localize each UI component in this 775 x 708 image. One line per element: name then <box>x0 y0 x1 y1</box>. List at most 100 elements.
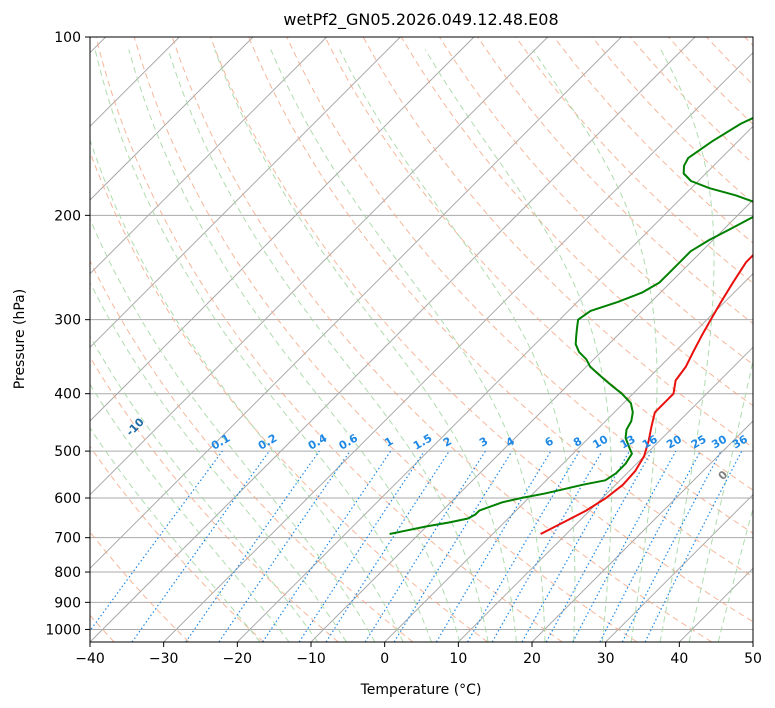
temperature-profile-line <box>540 253 753 535</box>
moist-adiabat-line <box>90 281 347 642</box>
dry-adiabat-line <box>133 37 638 642</box>
dry-adiabat-line <box>210 37 753 623</box>
mixing-ratio-line <box>185 450 320 642</box>
moist-adiabat-line <box>270 49 546 642</box>
x-tick-label: 10 <box>449 651 467 667</box>
isotherm-line <box>531 420 753 642</box>
dry-adiabat-line <box>248 37 753 578</box>
x-tick-label: 40 <box>670 651 688 667</box>
mixing-ratio-label: 10 <box>591 432 611 451</box>
y-tick-label: 400 <box>54 387 81 403</box>
mixing-ratio-line <box>131 450 270 642</box>
mixing-ratio-label: 16 <box>640 432 660 451</box>
x-tick-label: −40 <box>75 651 105 667</box>
moist-adiabat-line <box>90 138 404 642</box>
dry-adiabat-label: -10 <box>124 415 147 438</box>
isotherm-line <box>310 199 753 642</box>
mixing-ratio-line <box>364 450 486 642</box>
y-tick-label: 900 <box>54 595 81 611</box>
moist-adiabat-line <box>659 49 715 642</box>
isotherm-line <box>90 37 549 496</box>
moist-adiabat-line <box>339 49 576 642</box>
isotherm-line <box>384 272 753 642</box>
moist-adiabat-line <box>532 49 658 642</box>
mixing-ratio-line <box>545 450 653 642</box>
y-axis: 100 200 300 400 500 600 700 800 900 1000 <box>45 30 90 638</box>
chart-title: wetPf2_GN05.2026.049.12.48.E08 <box>283 10 558 30</box>
mixing-ratio-label: 6 <box>543 434 556 449</box>
y-tick-label: 100 <box>54 30 81 46</box>
isotherm-line <box>90 37 475 422</box>
y-axis-label: Pressure (hPa) <box>12 289 28 389</box>
isotherm-line <box>457 346 753 642</box>
dry-adiabat-line <box>90 150 488 642</box>
x-axis: −40 −30 −20 −10 0 10 20 30 40 50 <box>75 642 762 667</box>
y-tick-label: 200 <box>54 208 81 224</box>
moist-adiabat-line <box>167 49 489 642</box>
mixing-ratio-line <box>599 450 702 642</box>
line-annotations: 0.10.20.40.611.52346810131620253036-100-… <box>124 415 775 510</box>
mixing-ratio-line <box>393 450 513 642</box>
x-axis-label: Temperature (°C) <box>360 682 482 698</box>
x-tick-label: −30 <box>149 651 179 667</box>
mixing-ratio-label: 8 <box>571 435 584 450</box>
mixing-ratio-label: 1.5 <box>411 432 434 453</box>
mixing-ratio-label: 30 <box>709 432 729 451</box>
dry-adiabat-line <box>171 37 712 642</box>
y-tick-label: 300 <box>54 313 81 329</box>
dry-adiabat-line <box>90 445 264 642</box>
moist-adiabat-label: 10 <box>762 490 775 510</box>
dry-adiabat-line <box>515 37 753 284</box>
mixing-ratio-label: 13 <box>618 433 638 452</box>
isotherm-line <box>90 37 328 275</box>
mixing-ratio-line <box>325 450 450 642</box>
moist-adiabat-label: 0 <box>716 468 731 483</box>
dry-adiabat-line <box>477 37 753 325</box>
moist-adiabat-line <box>90 335 319 642</box>
moist-adiabat-line <box>90 427 261 642</box>
moist-adiabat-line <box>90 383 290 642</box>
isotherm-line <box>90 37 622 570</box>
isotherm-line <box>236 125 753 642</box>
background-lines <box>90 37 753 642</box>
moist-adiabat-line <box>717 506 753 642</box>
mixing-ratio-line <box>262 450 392 642</box>
isotherm-line <box>678 567 753 642</box>
isotherm-line <box>752 641 753 642</box>
dry-adiabat-line <box>591 37 753 204</box>
dry-adiabat-line <box>324 37 753 491</box>
moist-adiabat-line <box>94 49 432 642</box>
mixing-ratio-label: 25 <box>689 433 709 452</box>
mixing-ratio-label: 1 <box>382 435 395 450</box>
dry-adiabat-line <box>744 37 753 47</box>
dewpoint-profile-line <box>389 116 753 535</box>
profile-series <box>389 116 753 535</box>
isotherm-line <box>90 37 401 349</box>
mixing-ratio-label: 3 <box>477 435 490 450</box>
mixing-ratio-line <box>521 450 631 642</box>
isotherm-line <box>90 37 254 201</box>
x-tick-label: −10 <box>296 651 326 667</box>
x-tick-label: 30 <box>597 651 615 667</box>
moist-adiabat-line <box>128 49 461 642</box>
x-tick-label: 20 <box>523 651 541 667</box>
mixing-ratio-label: 20 <box>664 432 684 451</box>
mixing-ratio-label: 0.4 <box>306 431 330 452</box>
dry-adiabat-line <box>706 37 753 86</box>
mixing-ratio-line <box>435 450 552 642</box>
dry-adiabat-line <box>286 37 753 534</box>
mixing-ratio-line <box>572 450 677 642</box>
y-tick-label: 500 <box>54 444 81 460</box>
y-tick-label: 700 <box>54 531 81 547</box>
x-tick-label: 50 <box>744 651 762 667</box>
moist-adiabat-line <box>90 217 376 642</box>
moist-adiabat-line <box>424 49 612 642</box>
y-tick-label: 600 <box>54 491 81 507</box>
isotherm-line <box>605 493 753 642</box>
dry-adiabat-line <box>668 37 753 125</box>
y-tick-label: 1000 <box>45 622 81 638</box>
dry-adiabat-line <box>95 37 563 642</box>
mixing-ratio-line <box>298 450 425 642</box>
dry-adiabat-line <box>90 356 339 642</box>
